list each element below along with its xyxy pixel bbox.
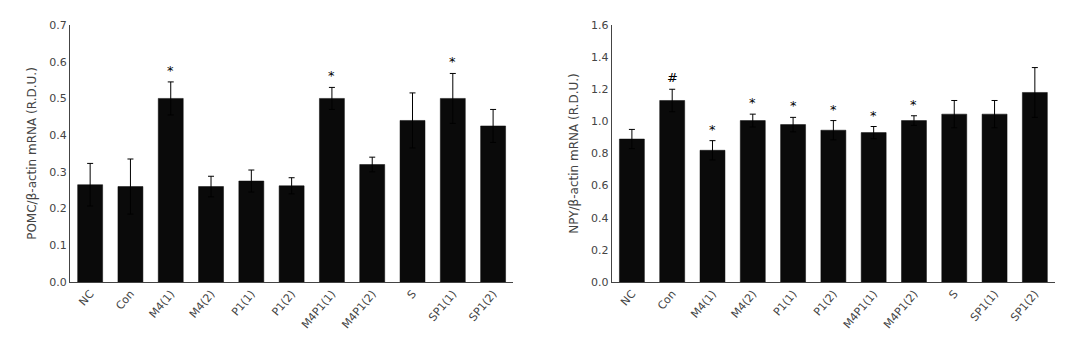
- svg-text:NC: NC: [618, 288, 638, 309]
- svg-text:0.3: 0.3: [49, 166, 67, 179]
- svg-text:POMC/β-actin mRNA (R.D.U.): POMC/β-actin mRNA (R.D.U.): [25, 67, 39, 240]
- svg-text:SP1(1): SP1(1): [426, 288, 459, 324]
- svg-text:*: *: [328, 68, 335, 83]
- svg-text:NC: NC: [76, 288, 96, 309]
- svg-text:*: *: [167, 63, 174, 78]
- svg-text:P1(1): P1(1): [229, 288, 258, 319]
- svg-text:S: S: [946, 288, 960, 302]
- svg-text:M4P1(2): M4P1(2): [881, 288, 920, 331]
- svg-text:M4(2): M4(2): [187, 288, 218, 321]
- svg-text:SP1(1): SP1(1): [968, 288, 1001, 324]
- svg-text:M4(1): M4(1): [147, 288, 178, 321]
- svg-text:0.7: 0.7: [49, 19, 67, 32]
- svg-text:*: *: [870, 108, 877, 123]
- svg-text:Con: Con: [655, 288, 679, 313]
- svg-text:P1(2): P1(2): [269, 288, 298, 319]
- svg-text:#: #: [667, 70, 678, 85]
- svg-text:S: S: [405, 288, 419, 302]
- svg-text:0.0: 0.0: [591, 276, 609, 289]
- svg-text:0.0: 0.0: [49, 276, 67, 289]
- svg-text:0.4: 0.4: [49, 129, 67, 142]
- svg-text:1.6: 1.6: [591, 19, 609, 32]
- svg-text:*: *: [449, 54, 456, 69]
- svg-text:*: *: [749, 95, 756, 110]
- svg-text:0.4: 0.4: [591, 212, 609, 225]
- svg-text:0.5: 0.5: [49, 92, 67, 105]
- svg-text:*: *: [790, 98, 797, 113]
- svg-text:1.0: 1.0: [591, 115, 609, 128]
- svg-text:M4P1(2): M4P1(2): [339, 288, 378, 331]
- svg-text:NPY/β-actin mRNA (R.D.U.): NPY/β-actin mRNA (R.D.U.): [567, 73, 581, 234]
- svg-text:P1(2): P1(2): [811, 288, 840, 319]
- svg-text:M4(2): M4(2): [729, 288, 760, 321]
- svg-text:SP1(2): SP1(2): [466, 288, 499, 324]
- svg-text:P1(1): P1(1): [771, 288, 800, 319]
- svg-text:1.2: 1.2: [591, 83, 609, 96]
- svg-text:M4P1(1): M4P1(1): [299, 288, 338, 331]
- svg-text:*: *: [709, 122, 716, 137]
- svg-text:0.8: 0.8: [591, 147, 609, 160]
- svg-text:M4P1(1): M4P1(1): [841, 288, 880, 331]
- svg-text:0.1: 0.1: [49, 239, 67, 252]
- svg-text:*: *: [830, 102, 837, 117]
- svg-text:M4(1): M4(1): [688, 288, 719, 321]
- svg-text:0.6: 0.6: [591, 179, 609, 192]
- svg-text:0.6: 0.6: [49, 56, 67, 69]
- svg-text:Con: Con: [113, 288, 137, 313]
- svg-text:0.2: 0.2: [591, 244, 609, 257]
- svg-text:0.2: 0.2: [49, 202, 67, 215]
- svg-text:*: *: [910, 97, 917, 112]
- svg-text:SP1(2): SP1(2): [1008, 288, 1041, 324]
- svg-text:1.4: 1.4: [591, 51, 609, 64]
